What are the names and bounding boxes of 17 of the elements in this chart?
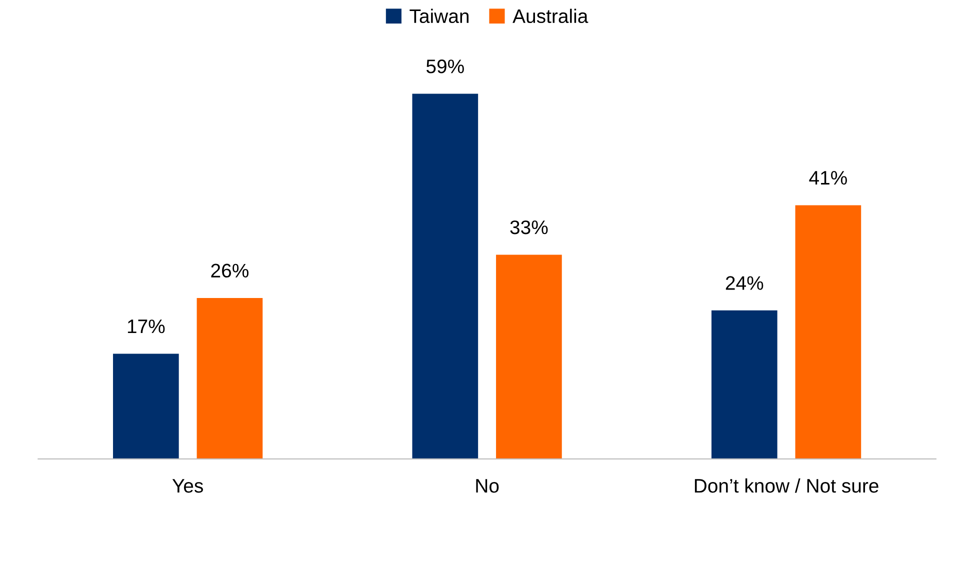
data-label: 24% [726, 276, 764, 290]
data-label: 33% [510, 220, 548, 234]
data-label: 59% [426, 60, 464, 74]
bar [412, 94, 478, 459]
bar [113, 354, 179, 459]
x-tick-label: No [476, 479, 499, 493]
x-tick-label: Don’t know / Not sure [694, 478, 878, 493]
legend-label: Taiwan [410, 8, 469, 24]
bar [795, 205, 862, 459]
data-label: 26% [211, 264, 248, 278]
data-label: 41% [809, 171, 847, 185]
legend-label: Australia [512, 8, 588, 24]
data-label: 17% [128, 320, 165, 334]
bar [496, 254, 562, 459]
x-tick-label: Yes [172, 479, 203, 493]
bar [196, 298, 263, 459]
bar [711, 310, 778, 459]
